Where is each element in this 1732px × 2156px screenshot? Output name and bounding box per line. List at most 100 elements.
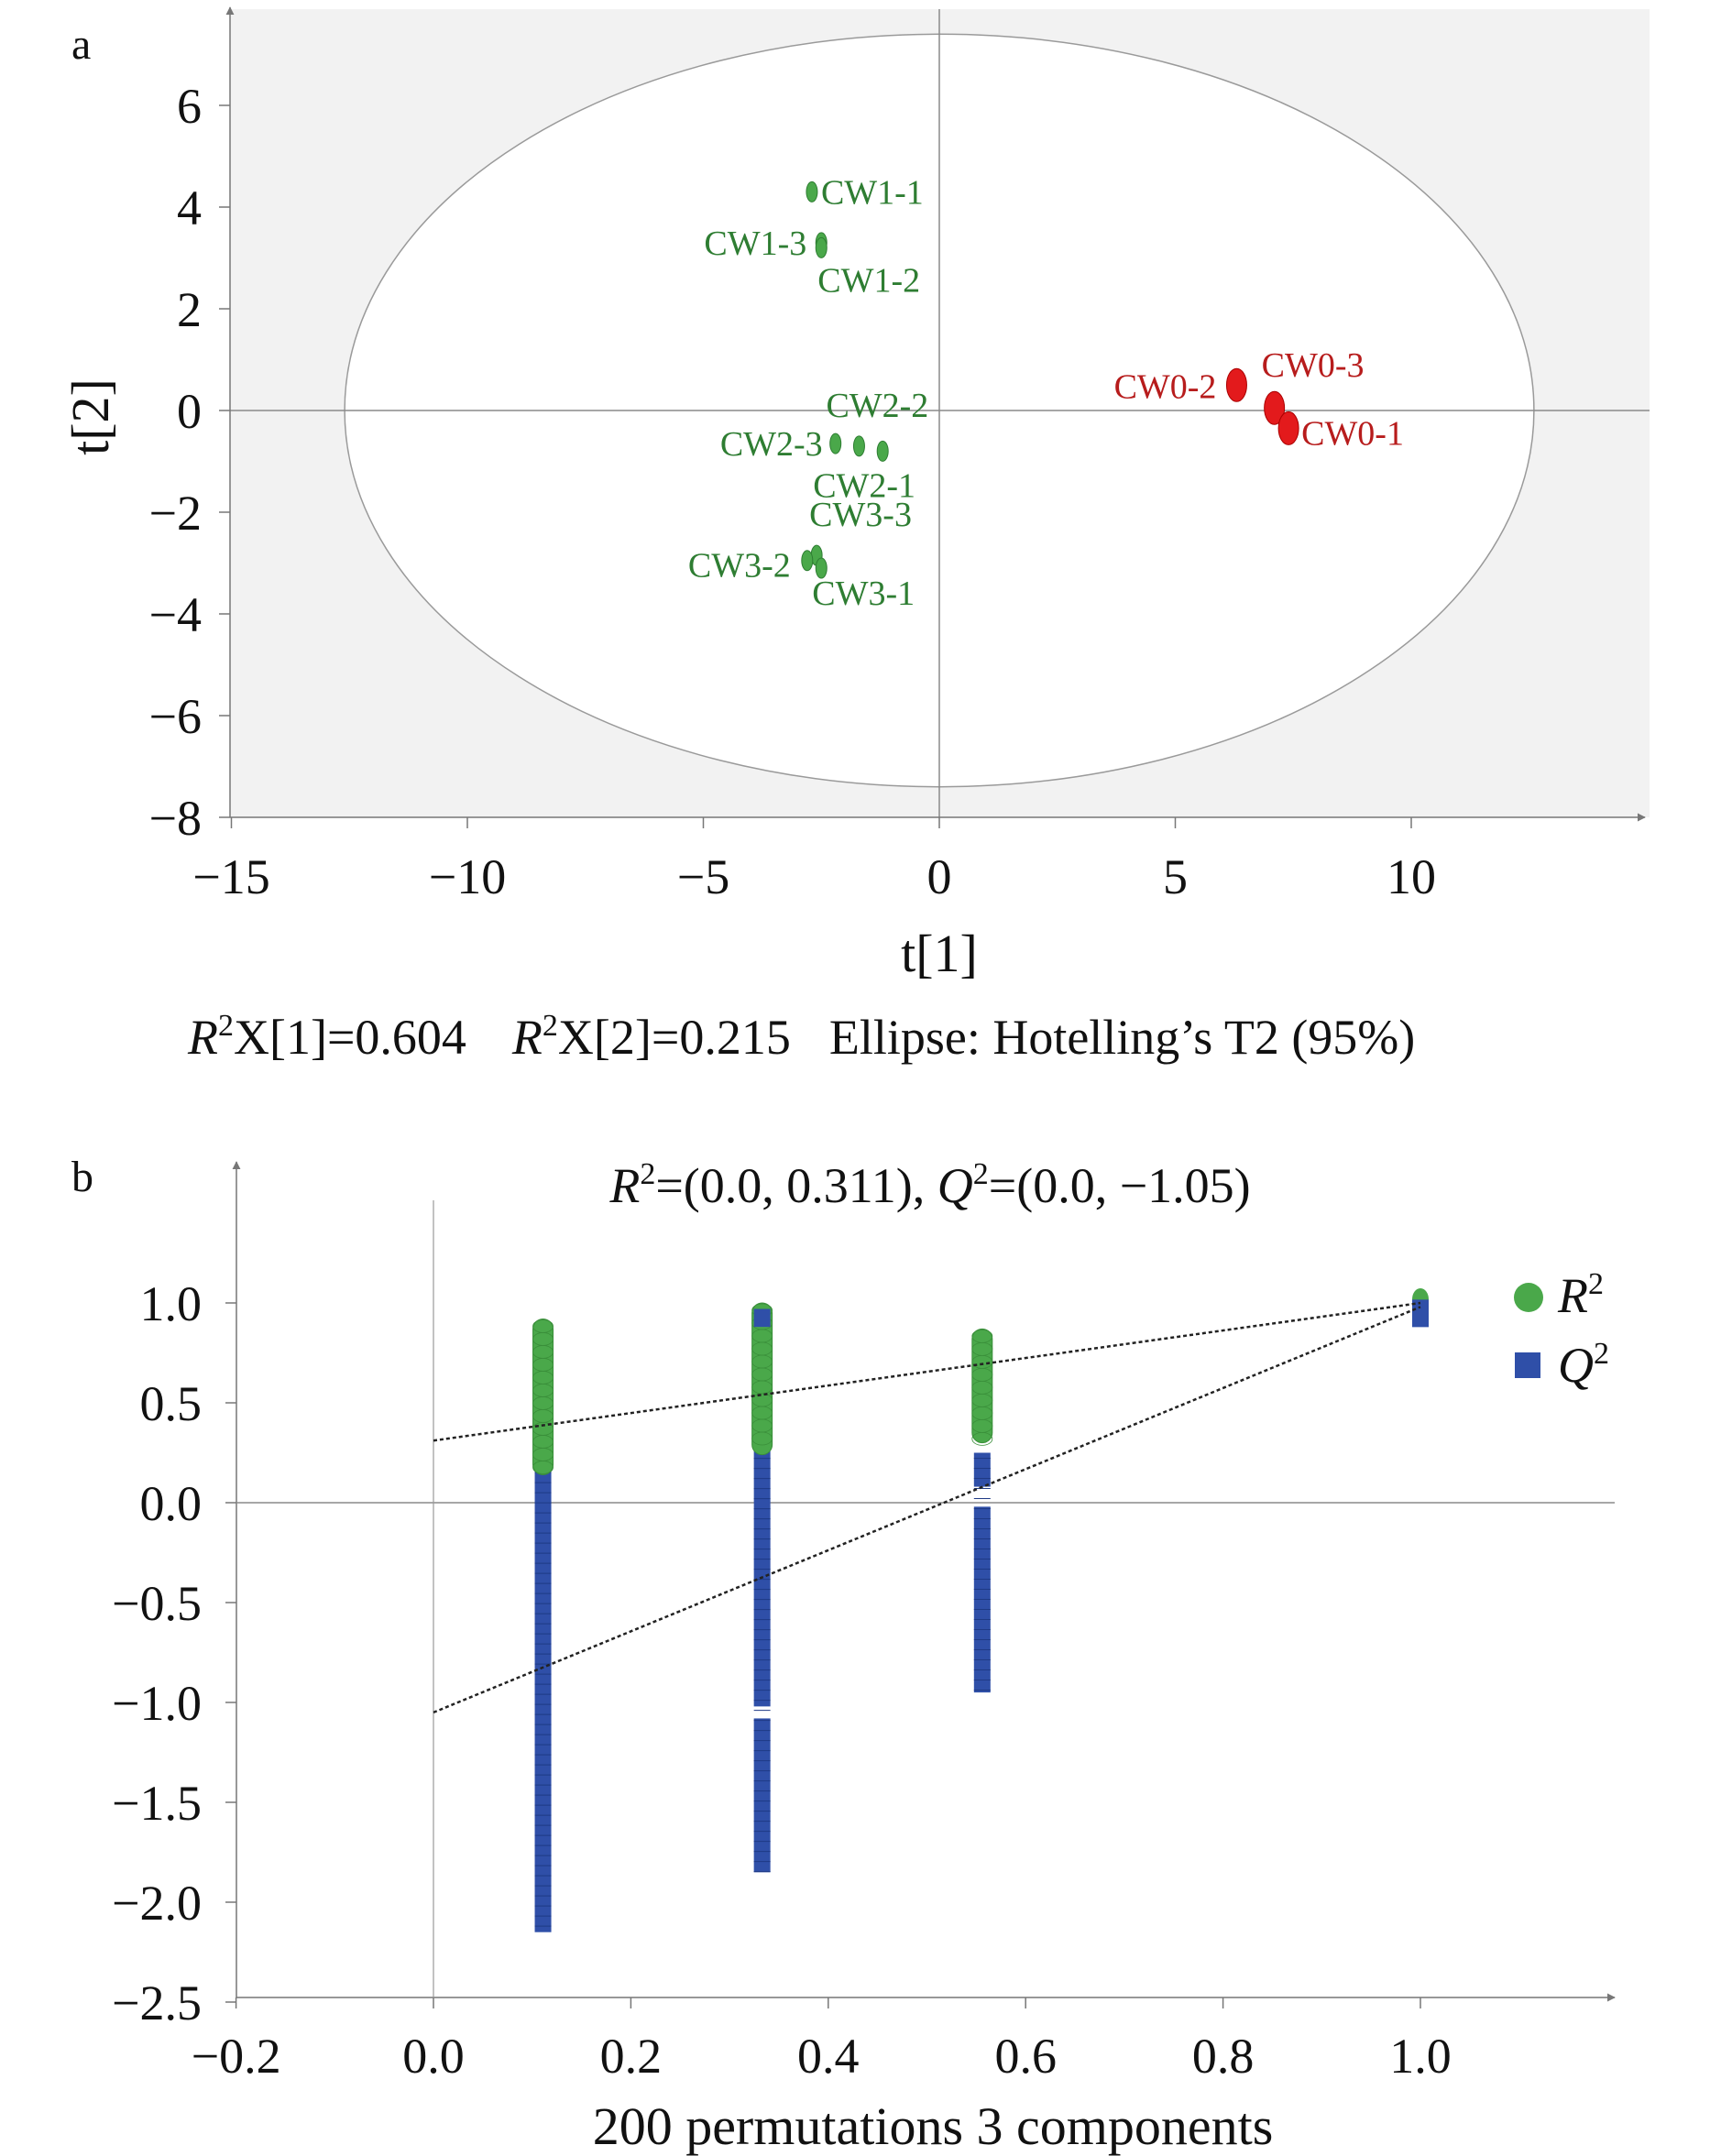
point-label: CW1-2 [817, 261, 920, 300]
panel-b-axes [225, 1161, 1616, 2008]
legend-r2-symbol: R [1557, 1268, 1588, 1323]
x-tick-label: −15 [192, 849, 269, 904]
point-label: CW3-2 [688, 547, 791, 586]
point-label: CW1-1 [821, 173, 924, 212]
y-tick-label: −2 [149, 486, 202, 541]
r2x1-text: X[1]=0.604 [234, 1010, 466, 1065]
panel-a-tick-labels: −15 −10 −5 0 5 10 6 4 2 0 −2 −4 −6 −8 [149, 79, 1436, 904]
x-tick-label: 0.8 [1192, 2029, 1255, 2084]
q2-regression-line [433, 1306, 1421, 1714]
panel-a-caption: R2X[1]=0.604 R2X[2]=0.215 Ellipse: Hotelli… [187, 1009, 1415, 1065]
score-point [801, 550, 814, 572]
point-label: CW1-3 [704, 224, 806, 263]
x-tick-label: 5 [1163, 849, 1188, 904]
x-tick-label: −10 [429, 849, 506, 904]
r2-regression-line [433, 1301, 1421, 1442]
panel-a-x-axis-label: t[1] [901, 924, 978, 983]
r2x2-superscript: 2 [543, 1009, 558, 1043]
title-q-superscript: 2 [973, 1157, 989, 1191]
x-tick-label: −0.2 [192, 2029, 281, 2084]
title-r-superscript: 2 [640, 1157, 655, 1191]
title-r-symbol: R [608, 1158, 640, 1213]
title-q-text: =(0.0, −1.05) [989, 1158, 1251, 1213]
panel-b-permutation-columns [532, 1288, 1429, 1932]
panel-a-axes [219, 6, 1646, 828]
panel-b-x-axis-label: 200 permutations 3 components [593, 2096, 1274, 2156]
r2-permutation-column [751, 1302, 773, 1456]
y-tick-label: 4 [177, 181, 202, 235]
y-tick-label: −6 [149, 689, 202, 744]
y-tick-label: −2.0 [112, 1876, 202, 1931]
y-tick-label: 0.5 [140, 1376, 203, 1431]
x-tick-label: 0 [927, 849, 952, 904]
r2x2-text: X[2]=0.215 [558, 1010, 791, 1065]
x-tick-label: 0.0 [402, 2029, 465, 2084]
panel-b-tick-labels: −0.2 0.0 0.2 0.4 0.6 0.8 1.0 1.0 0.5 0.0 −0.5 −1.0 −… [112, 1276, 1452, 2084]
point-label: CW3-1 [812, 575, 915, 613]
score-point [806, 181, 818, 202]
y-tick-label: −0.5 [112, 1576, 202, 1631]
r2x2-symbol: R [511, 1010, 543, 1065]
panel-b-title: R2=(0.0, 0.311), Q2=(0.0, −1.05) [608, 1157, 1250, 1213]
r2-permutation-mark [532, 1461, 554, 1474]
x-tick-label: 0.4 [797, 2029, 860, 2084]
panel-a-points [801, 181, 1299, 579]
point-label: CW0-2 [1114, 367, 1217, 406]
panel-b-regression-lines [433, 1301, 1421, 1714]
legend-q2-symbol: Q [1558, 1338, 1594, 1393]
score-point [876, 440, 889, 462]
x-tick-label: 0.2 [600, 2029, 663, 2084]
q2-permutation-column [753, 1718, 771, 1873]
score-point [852, 435, 865, 457]
point-label: CW0-3 [1262, 346, 1365, 385]
point-label: CW0-1 [1301, 414, 1404, 453]
x-tick-label: 1.0 [1389, 2029, 1452, 2084]
legend-r2-label: R2 [1557, 1267, 1604, 1323]
legend-r2-marker [1514, 1283, 1543, 1312]
score-point [1264, 390, 1286, 425]
panel-a-letter: a [71, 20, 91, 69]
ellipse-caption: Ellipse: Hotelling’s T2 (95%) [829, 1010, 1415, 1065]
y-tick-label: −8 [149, 791, 202, 846]
legend-q2-label: Q2 [1558, 1337, 1609, 1393]
panel-b-permutation-plot: b R2=(0.0, 0.311), Q2=(0.0, −1.05) −0.2 0… [71, 1153, 1616, 2156]
title-r-text: =(0.0, 0.311), [655, 1158, 937, 1213]
x-tick-label: −5 [677, 849, 729, 904]
point-label: CW3-3 [809, 496, 912, 534]
legend-q2-marker [1515, 1352, 1540, 1378]
r2-permutation-mark [751, 1431, 773, 1446]
score-point [1277, 410, 1299, 445]
panel-a-zero-lines [230, 9, 1650, 817]
x-tick-label: 10 [1387, 849, 1436, 904]
x-tick-label: 0.6 [994, 2029, 1057, 2084]
legend-r2-superscript: 2 [1588, 1267, 1604, 1301]
panel-b-letter: b [71, 1153, 93, 1201]
r2-permutation-column [971, 1328, 993, 1444]
y-tick-label: −1.5 [112, 1776, 202, 1831]
q2-top-cluster [753, 1308, 771, 1328]
r2x1-symbol: R [187, 1010, 218, 1065]
score-point [815, 557, 828, 579]
r2-permutation-mark [971, 1431, 993, 1446]
legend-q2-superscript: 2 [1594, 1337, 1609, 1371]
panel-b-legend: R2 Q2 [1514, 1267, 1609, 1393]
y-tick-label: 1.0 [140, 1276, 203, 1331]
y-tick-label: −1.0 [112, 1676, 202, 1731]
y-tick-label: 0 [177, 384, 202, 439]
y-tick-label: −2.5 [112, 1975, 202, 2030]
point-label: CW2-2 [826, 387, 928, 425]
score-point [1225, 367, 1247, 402]
point-label: CW2-1 [813, 466, 915, 505]
y-tick-label: −4 [149, 587, 202, 642]
y-tick-label: 2 [177, 282, 202, 337]
score-point [829, 432, 842, 454]
point-label: CW2-3 [720, 425, 823, 464]
title-q-symbol: Q [937, 1158, 973, 1213]
r2x1-superscript: 2 [218, 1009, 234, 1043]
panel-a-y-axis-label: t[2] [60, 378, 120, 455]
y-tick-label: 0.0 [140, 1476, 203, 1531]
score-point [815, 236, 828, 258]
